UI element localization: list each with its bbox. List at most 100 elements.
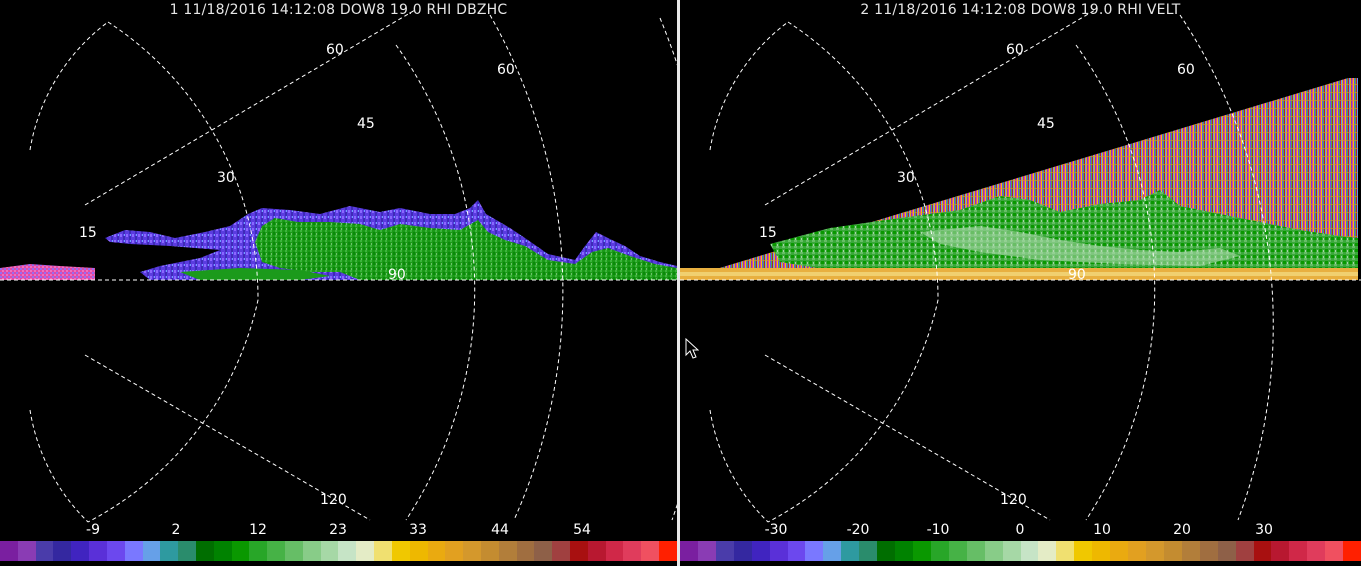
colorbar-swatch [178, 541, 196, 561]
colorbar-swatch [267, 541, 285, 561]
colorbar-swatch [498, 541, 517, 561]
colorbar-swatch [1181, 541, 1200, 561]
colorbar-swatch [912, 541, 931, 561]
range-label-120: 120 [1000, 492, 1027, 508]
colorbar-swatch [697, 541, 716, 561]
range-label-30: 30 [217, 170, 235, 186]
range-grid [0, 9, 677, 523]
range-grid [680, 9, 1361, 523]
colorbar-tick: 0 [1015, 522, 1025, 538]
colorbar-tick: 33 [409, 522, 427, 538]
rhi-panel-reflectivity[interactable]: 15 30 45 60 60 90 120 1 11/18/2016 14:12… [0, 0, 677, 566]
colorbar-tick: 54 [573, 522, 591, 538]
colorbar-swatch [124, 541, 143, 561]
colorbar-swatch [587, 541, 606, 561]
colorbar-tick: 44 [491, 522, 509, 538]
colorbar-swatch [1325, 541, 1344, 561]
colorbar-swatch [53, 541, 72, 561]
colorbar-swatch [249, 541, 268, 561]
reflectivity-echo [0, 200, 677, 280]
colorbar-swatch [463, 541, 481, 561]
colorbar-swatch [1217, 541, 1236, 561]
colorbar-swatch [570, 541, 588, 561]
colorbar-swatch [1128, 541, 1146, 561]
colorbar-swatch [374, 541, 392, 561]
colorbar-swatch [356, 541, 375, 561]
range-label-45: 45 [357, 116, 375, 132]
colorbar-swatch [1163, 541, 1182, 561]
colorbar-swatch [680, 541, 698, 561]
colorbar-swatch [895, 541, 913, 561]
panel-title: 2 11/18/2016 14:12:08 DOW8 19.0 RHI VELT [860, 2, 1181, 18]
range-label-15: 15 [759, 225, 777, 241]
colorbar-swatch [409, 541, 428, 561]
range-label-90: 90 [1068, 267, 1086, 283]
colorbar-swatch [1074, 541, 1093, 561]
colorbar-swatch [1002, 541, 1021, 561]
colorbar-swatch [1235, 541, 1254, 561]
colorbar-swatch [1199, 541, 1218, 561]
velocity-echo [680, 78, 1358, 280]
colorbar-swatch [930, 541, 949, 561]
colorbar-swatch [1020, 541, 1039, 561]
colorbar-swatch [877, 541, 896, 561]
colorbar-swatch [641, 541, 660, 561]
range-label-15: 15 [79, 225, 97, 241]
colorbar-swatch [733, 541, 752, 561]
panel-divider[interactable] [677, 0, 680, 566]
colorbar-swatch [302, 541, 321, 561]
colorbar-swatch [715, 541, 734, 561]
colorbar-tick: 2 [171, 522, 181, 538]
range-label-90: 90 [388, 267, 406, 283]
colorbar-tick: 12 [249, 522, 267, 538]
rhi-plot-reflectivity[interactable]: 15 30 45 60 60 90 120 [0, 0, 677, 566]
colorbar-swatch [142, 541, 161, 561]
colorbar-swatch [605, 541, 624, 561]
colorbar-swatch [427, 541, 446, 561]
colorbar-swatch [659, 541, 677, 561]
colorbar-swatch [1307, 541, 1326, 561]
colorbar-swatch [480, 541, 499, 561]
range-label-60a: 60 [1006, 42, 1024, 58]
colorbar-swatch [106, 541, 125, 561]
colorbar-swatch [231, 541, 250, 561]
range-label-60a: 60 [326, 42, 344, 58]
colorbar-swatch [160, 541, 179, 561]
colorbar-swatch [1092, 541, 1111, 561]
colorbar-tick: -30 [764, 522, 788, 538]
range-labels: 15 30 45 60 60 90 120 [759, 42, 1195, 508]
colorbar-swatch [1253, 541, 1272, 561]
colorbar-swatch [516, 541, 535, 561]
colorbar-velocity [680, 541, 1361, 561]
rhi-plot-velocity[interactable]: 15 30 45 60 60 90 120 [680, 0, 1361, 566]
colorbar-swatch [445, 541, 464, 561]
range-label-45: 45 [1037, 116, 1055, 132]
colorbar-swatch [71, 541, 90, 561]
colorbar-swatch [984, 541, 1003, 561]
range-labels: 15 30 45 60 60 90 120 [79, 42, 515, 508]
colorbar-swatch [285, 541, 303, 561]
range-label-60b: 60 [497, 62, 515, 78]
colorbar-swatch [805, 541, 824, 561]
colorbar-swatch [1289, 541, 1308, 561]
range-label-60b: 60 [1177, 62, 1195, 78]
colorbar-swatch [213, 541, 232, 561]
colorbar-swatch [89, 541, 107, 561]
colorbar-reflectivity [0, 541, 677, 561]
panel-title: 1 11/18/2016 14:12:08 DOW8 19.0 RHI DBZH… [169, 2, 508, 18]
colorbar-tick: 10 [1093, 522, 1111, 538]
colorbar-swatch [623, 541, 642, 561]
colorbar-swatch [787, 541, 806, 561]
colorbar-swatch [823, 541, 842, 561]
colorbar-swatch [391, 541, 410, 561]
colorbar-swatch [552, 541, 570, 561]
colorbar-tick: 20 [1173, 522, 1191, 538]
colorbar-swatch [534, 541, 553, 561]
colorbar-swatch [1110, 541, 1129, 561]
mouse-cursor-icon [685, 338, 699, 359]
colorbar-swatch [1271, 541, 1290, 561]
rhi-panel-velocity[interactable]: 15 30 45 60 60 90 120 2 11/18/2016 14:12… [680, 0, 1361, 566]
colorbar-swatch [338, 541, 357, 561]
colorbar-swatch [1038, 541, 1057, 561]
colorbar-swatch [35, 541, 54, 561]
